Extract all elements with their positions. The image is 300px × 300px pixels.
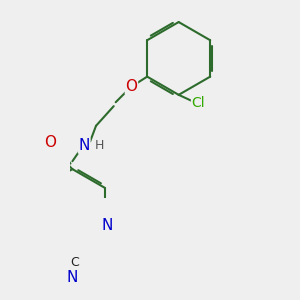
Text: N: N (79, 138, 90, 153)
Text: C: C (70, 256, 79, 269)
Text: Cl: Cl (191, 96, 205, 110)
Text: N: N (101, 218, 112, 233)
Text: O: O (125, 79, 137, 94)
Text: O: O (44, 135, 56, 150)
Text: N: N (67, 270, 78, 285)
Text: H: H (95, 139, 105, 152)
